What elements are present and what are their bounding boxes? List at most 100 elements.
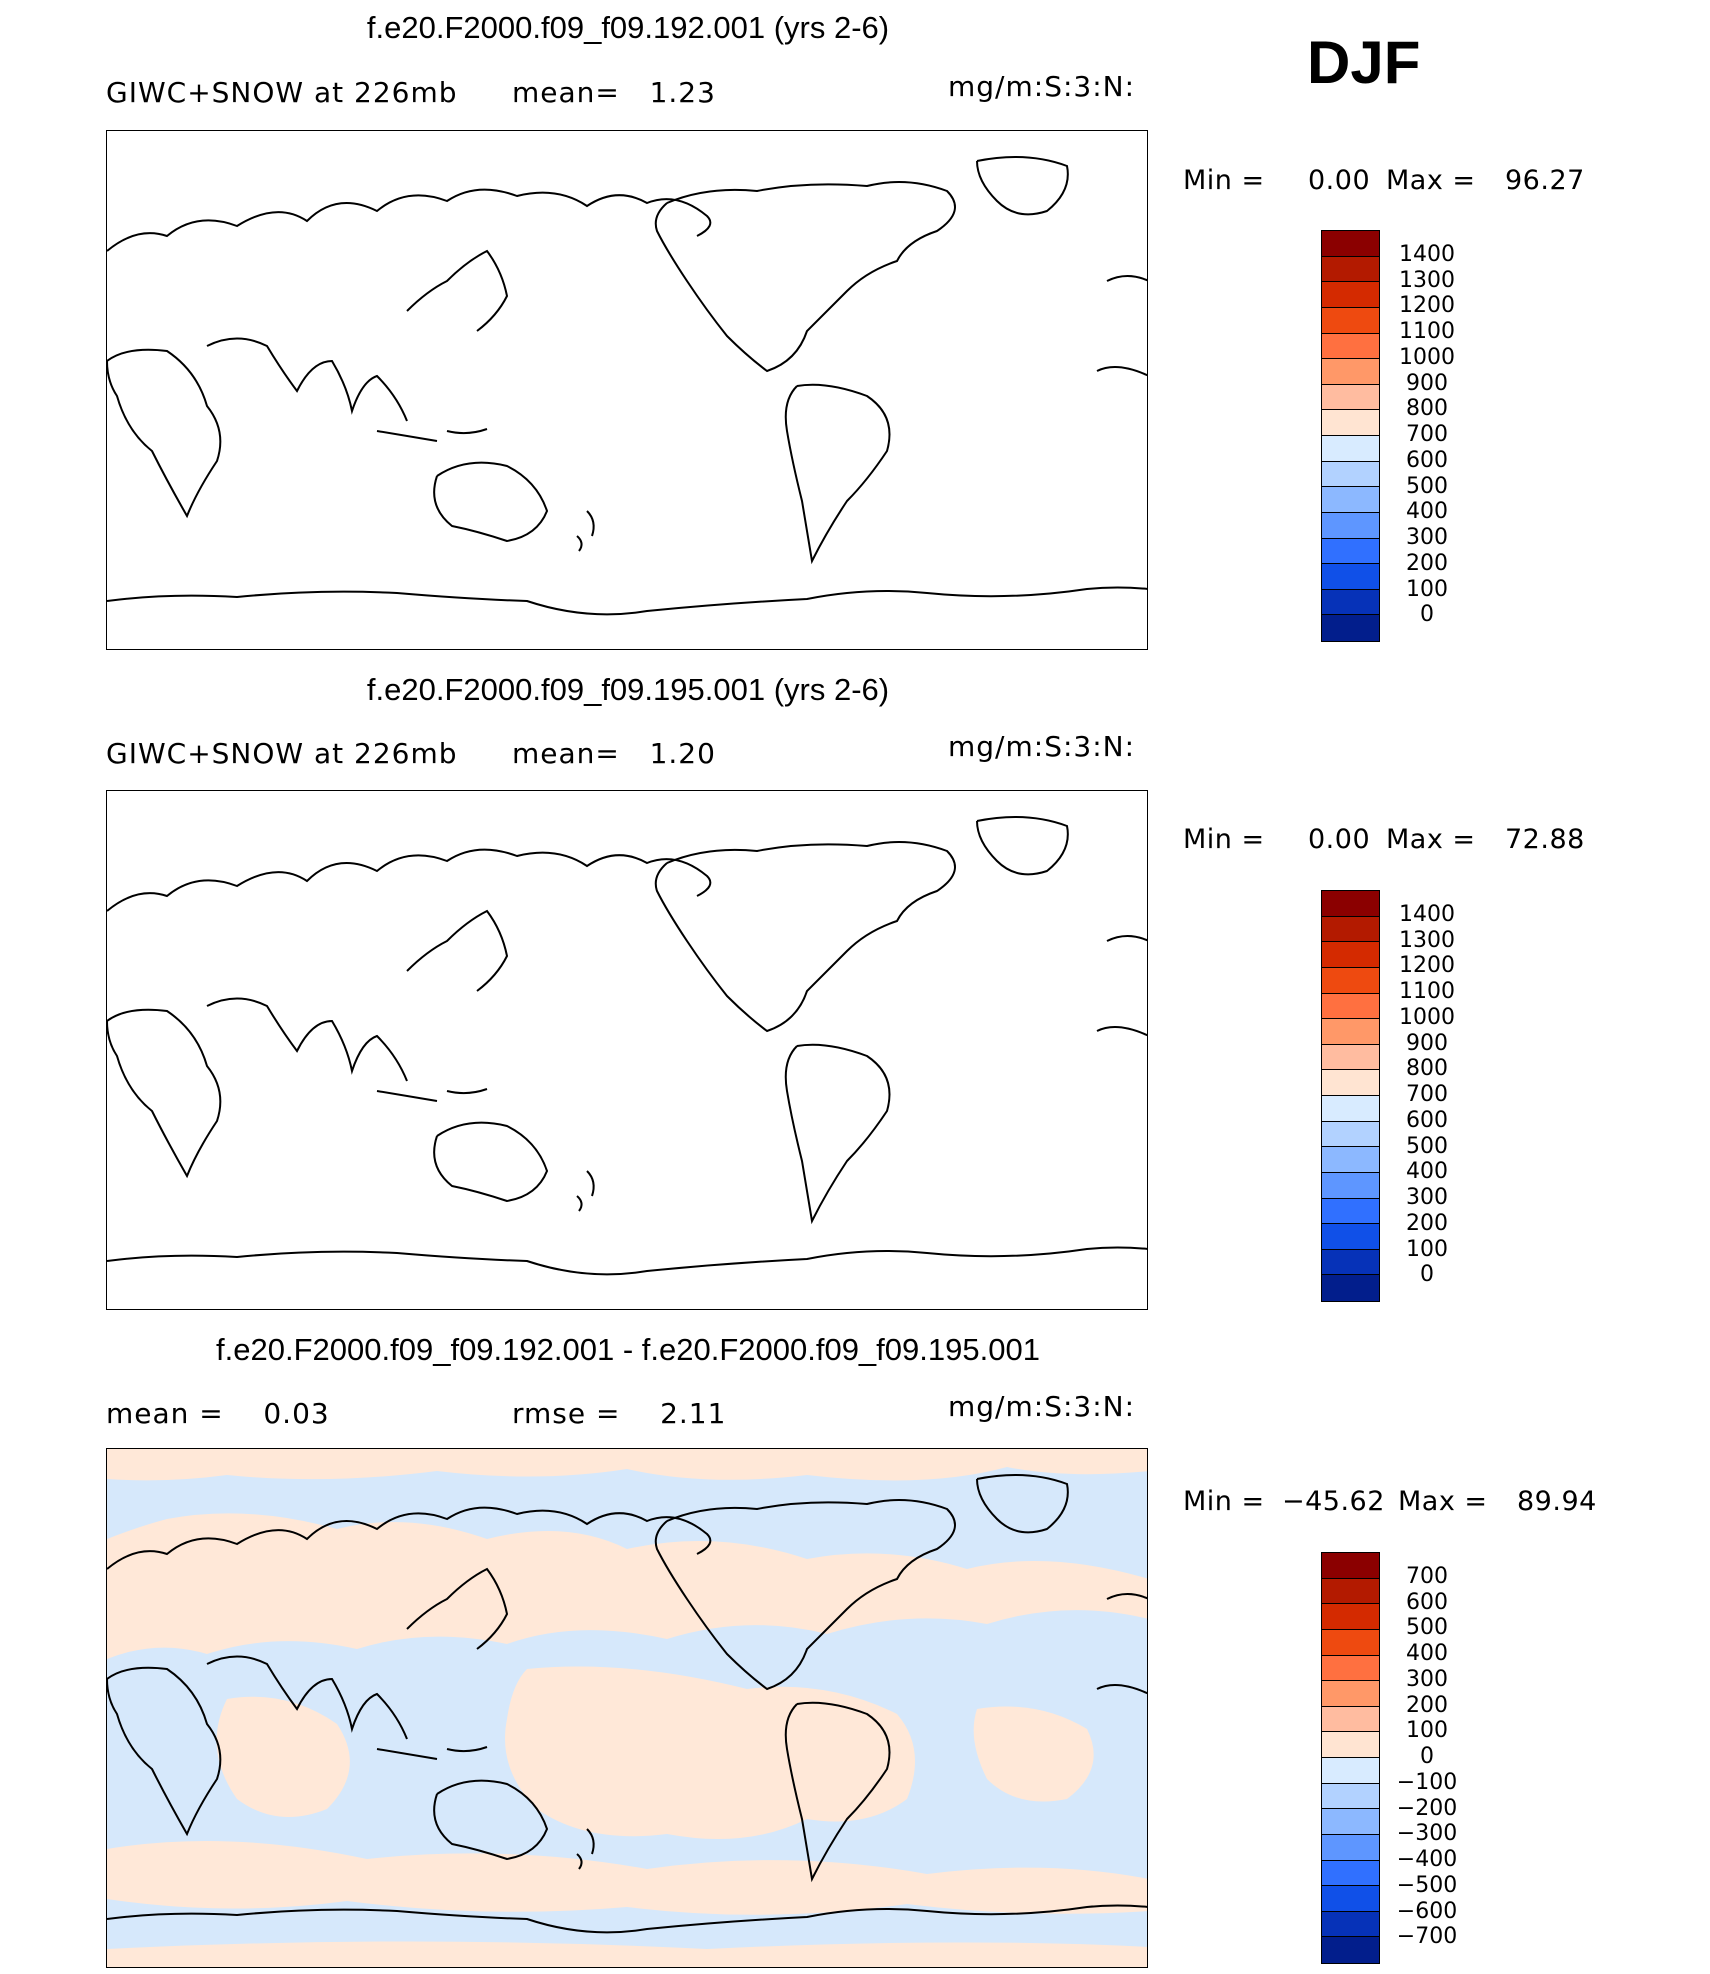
colorbar-swatch bbox=[1322, 1121, 1379, 1148]
coastline bbox=[107, 586, 1147, 616]
panel-2-min-label: Min = bbox=[1183, 824, 1265, 855]
colorbar-tick-label: 1000 bbox=[1399, 344, 1455, 370]
colorbar-tick-label: −300 bbox=[1396, 1821, 1458, 1847]
colorbar-swatch bbox=[1322, 1275, 1379, 1301]
colorbar-tick-label: 100 bbox=[1406, 1236, 1448, 1262]
coastline bbox=[784, 1043, 891, 1225]
panel-3-rmse: rmse = 2.11 bbox=[512, 1397, 727, 1430]
colorbar-swatch bbox=[1322, 1578, 1379, 1605]
colorbar-tick-label: 0 bbox=[1420, 1744, 1434, 1769]
colorbar-swatch bbox=[1322, 436, 1379, 462]
colorbar-tick-label: 0 bbox=[1420, 602, 1434, 628]
colorbar-swatch bbox=[1322, 1096, 1379, 1122]
panel-1-coastlines bbox=[107, 156, 1147, 616]
panel-2-variable-label: GIWC+SNOW at 226mb bbox=[106, 737, 458, 770]
coastline bbox=[433, 1779, 549, 1861]
colorbar-tick-label: −200 bbox=[1396, 1795, 1458, 1821]
colorbar-tick-label: 200 bbox=[1406, 550, 1448, 576]
coastline bbox=[576, 1170, 595, 1212]
panel-3-colorbar bbox=[1321, 1552, 1380, 1964]
colorbar-swatch bbox=[1322, 942, 1379, 968]
colorbar-swatch bbox=[1322, 231, 1379, 257]
colorbar-tick-label: 600 bbox=[1406, 447, 1448, 473]
colorbar-tick-label: 200 bbox=[1406, 1210, 1448, 1236]
panel-3-max-label: Max = bbox=[1398, 1486, 1488, 1517]
panel-3-mean: mean = 0.03 bbox=[106, 1397, 330, 1430]
positive-region bbox=[107, 1841, 1147, 1915]
panel-2-max-value: 72.88 bbox=[1505, 824, 1585, 855]
panel-1-title: f.e20.F2000.f09_f09.192.001 (yrs 2-6) bbox=[366, 10, 890, 45]
coastline bbox=[406, 909, 509, 992]
colorbar-tick-label: 1100 bbox=[1399, 979, 1455, 1004]
colorbar-swatch bbox=[1322, 615, 1379, 641]
positive-region bbox=[216, 1696, 350, 1817]
coastline bbox=[976, 816, 1069, 876]
colorbar-swatch bbox=[1322, 1044, 1379, 1071]
colorbar-swatch bbox=[1322, 1834, 1379, 1861]
colorbar-swatch bbox=[1322, 1911, 1379, 1938]
coastline bbox=[576, 1828, 595, 1870]
panel-2-map bbox=[106, 790, 1148, 1310]
colorbar-swatch bbox=[1322, 359, 1379, 385]
panel-1-colorbar bbox=[1321, 230, 1380, 642]
colorbar-tick-label: 500 bbox=[1406, 473, 1448, 499]
panel-2-mean: mean= 1.20 bbox=[512, 737, 716, 770]
colorbar-tick-label: 700 bbox=[1406, 1563, 1448, 1589]
positive-region bbox=[107, 1513, 1147, 1659]
colorbar-tick-label: 800 bbox=[1406, 1056, 1448, 1082]
colorbar-tick-label: 1300 bbox=[1399, 927, 1455, 953]
coastline bbox=[107, 1246, 1147, 1276]
colorbar-tick-label: 900 bbox=[1406, 370, 1448, 396]
colorbar-tick-label: −700 bbox=[1396, 1924, 1458, 1950]
colorbar-swatch bbox=[1322, 1860, 1379, 1887]
colorbar-tick-label: 1200 bbox=[1399, 953, 1455, 979]
panel-2-min-value: 0.00 bbox=[1308, 824, 1371, 855]
coastline bbox=[1096, 1593, 1147, 1695]
colorbar-tick-label: 1400 bbox=[1399, 241, 1455, 267]
coastline bbox=[784, 383, 891, 565]
positive-region bbox=[107, 1449, 1147, 1481]
colorbar-swatch bbox=[1322, 282, 1379, 308]
colorbar-tick-label: 500 bbox=[1406, 1615, 1448, 1641]
coastline bbox=[576, 510, 595, 552]
colorbar-swatch bbox=[1322, 967, 1379, 994]
positive-region bbox=[505, 1666, 915, 1839]
coastline bbox=[654, 841, 956, 1033]
colorbar-swatch bbox=[1322, 1732, 1379, 1758]
colorbar-swatch bbox=[1322, 487, 1379, 513]
coastline bbox=[406, 249, 509, 332]
panel-1-map bbox=[106, 130, 1148, 650]
colorbar-swatch bbox=[1322, 1783, 1379, 1810]
panel-2-title: f.e20.F2000.f09_f09.195.001 (yrs 2-6) bbox=[366, 672, 890, 707]
colorbar-swatch bbox=[1322, 589, 1379, 616]
colorbar-swatch bbox=[1322, 1553, 1379, 1579]
colorbar-tick-label: −500 bbox=[1396, 1872, 1458, 1898]
colorbar-swatch bbox=[1322, 1147, 1379, 1173]
panel-1-variable-label: GIWC+SNOW at 226mb bbox=[106, 76, 458, 109]
panel-1-mean: mean= 1.23 bbox=[512, 76, 716, 109]
season-label: DJF bbox=[1307, 29, 1421, 96]
colorbar-tick-label: 700 bbox=[1406, 422, 1448, 447]
colorbar-swatch bbox=[1322, 410, 1379, 436]
panel-1-min-value: 0.00 bbox=[1308, 165, 1371, 196]
colorbar-tick-label: 400 bbox=[1406, 1641, 1448, 1666]
colorbar-tick-label: 100 bbox=[1406, 576, 1448, 602]
colorbar-swatch bbox=[1322, 461, 1379, 488]
coastline bbox=[654, 1499, 956, 1691]
colorbar-swatch bbox=[1322, 384, 1379, 411]
coastline bbox=[376, 428, 488, 442]
colorbar-swatch bbox=[1322, 333, 1379, 360]
coastline bbox=[433, 461, 549, 543]
colorbar-swatch bbox=[1322, 1019, 1379, 1045]
colorbar-swatch bbox=[1322, 1758, 1379, 1784]
coastline bbox=[376, 1088, 488, 1102]
colorbar-swatch bbox=[1322, 1937, 1379, 1963]
colorbar-swatch bbox=[1322, 256, 1379, 283]
colorbar-swatch bbox=[1322, 1172, 1379, 1199]
colorbar-swatch bbox=[1322, 1681, 1379, 1707]
colorbar-tick-label: 1100 bbox=[1399, 319, 1455, 344]
colorbar-tick-label: 900 bbox=[1406, 1030, 1448, 1056]
positive-region bbox=[973, 1706, 1094, 1802]
panel-3-units: mg/m:S:3:N: bbox=[948, 1390, 1136, 1423]
colorbar-tick-label: 400 bbox=[1406, 1159, 1448, 1185]
